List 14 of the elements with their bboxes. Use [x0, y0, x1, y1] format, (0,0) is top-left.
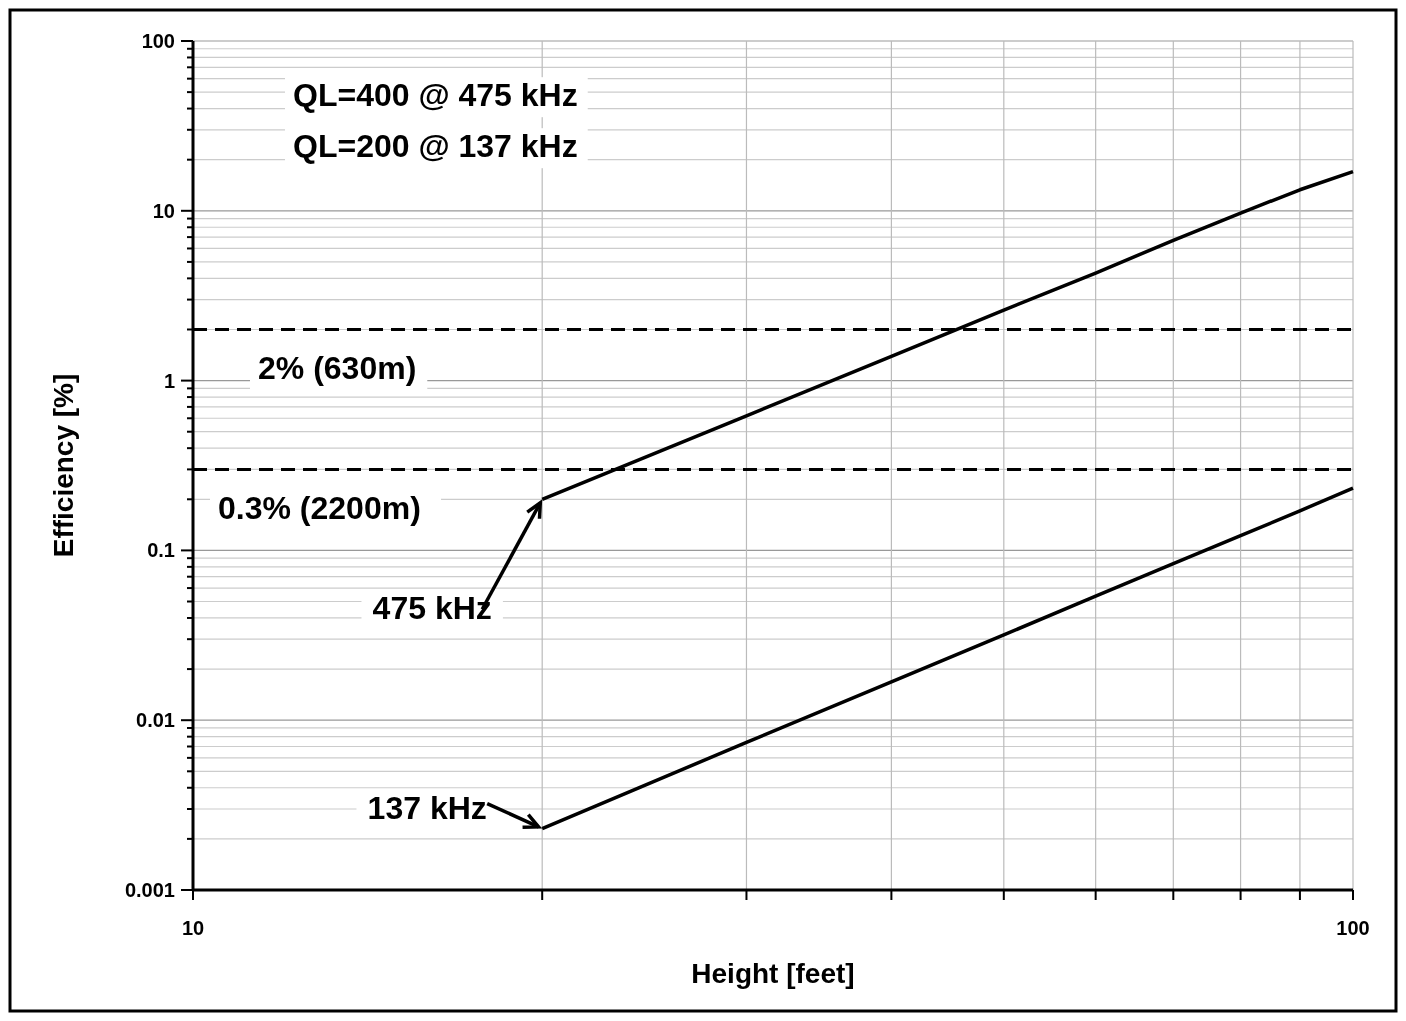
annotation: QL=200 @ 137 kHz — [293, 128, 578, 164]
y-axis-title: Efficiency [%] — [48, 373, 79, 558]
text: 475 kHz — [372, 590, 492, 627]
y-tick-label: 0.001 — [124, 879, 175, 901]
y-tick-label: 1 — [163, 369, 175, 392]
ref-line-label: 2% (630m) — [258, 350, 417, 387]
y-tick-label: 10 — [152, 199, 175, 222]
x-axis-title: Height [feet] — [691, 958, 855, 989]
y-tick-label: 0.01 — [136, 709, 175, 732]
annotation: QL=400 @ 475 kHz — [293, 77, 578, 113]
ref-line-label: 0.3% (2200m) — [218, 490, 421, 527]
y-tick-label: 0.1 — [147, 539, 175, 562]
legend-label: 137 kHz — [367, 789, 487, 826]
y-tick-label: 100 — [141, 30, 175, 52]
